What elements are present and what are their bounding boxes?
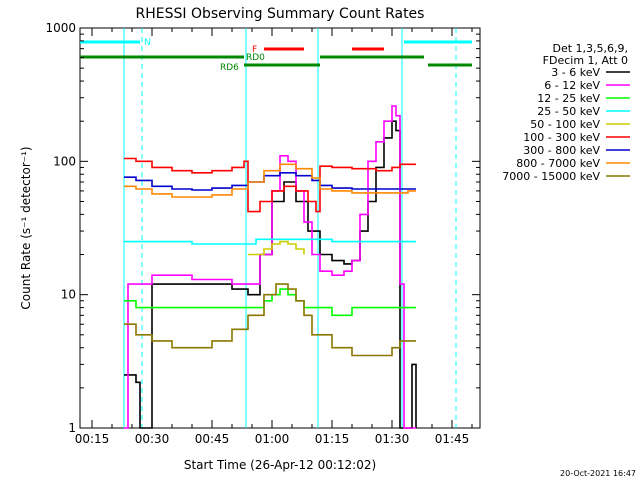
series-line-100-300-kev: [124, 157, 416, 213]
status-bar-label: N: [144, 38, 151, 48]
vertical-markers-group: [123, 28, 457, 428]
series-line-25-50-kev: [124, 238, 416, 245]
x-tick-label: 01:15: [315, 432, 350, 446]
status-bar-label: F: [252, 45, 257, 55]
series-line-6-12-kev: [124, 105, 416, 429]
y-tick-label: 100: [53, 154, 76, 168]
series-line-12-25-kev: [124, 288, 416, 317]
status-bar-label: RD6: [220, 63, 239, 73]
plot-frame: [79, 27, 481, 429]
series-line-7000-15000-kev: [124, 283, 416, 357]
chart-title: RHESSI Observing Summary Count Rates: [136, 6, 425, 22]
x-tick-label: 00:15: [75, 432, 110, 446]
y-tick-label: 1000: [45, 21, 76, 35]
legend-label: 300 - 800 keV: [523, 144, 600, 157]
legend-label: 3 - 6 keV: [551, 66, 600, 79]
legend-label: 7000 - 15000 keV: [502, 170, 600, 183]
axes-group: 00:15 00:30 00:45 01:00 01:15 01:30 01:45 1 10 10…: [45, 21, 480, 446]
x-tick-label: 00:45: [195, 432, 230, 446]
legend-header-line: Det 1,3,5,6,9,: [552, 42, 628, 55]
y-tick-label: 1: [68, 421, 76, 435]
footer-timestamp: 20-Oct-2021 16:47: [560, 469, 636, 478]
x-tick-label: 01:45: [435, 432, 470, 446]
series-line-50-100-kev: [248, 240, 305, 256]
y-tick-label: 10: [61, 288, 76, 302]
x-tick-label: 01:30: [375, 432, 410, 446]
series-line-3-6-kev: [124, 120, 417, 429]
legend-label: 25 - 50 keV: [537, 105, 600, 118]
plot-frame-group: [79, 27, 481, 429]
legend-header-line: FDecim 1, Att 0: [543, 54, 628, 67]
legend: Det 1,3,5,6,9,FDecim 1, Att 03 - 6 keV6 …: [502, 42, 630, 183]
series-line-300-800-kev: [124, 172, 416, 191]
series-group: [124, 105, 417, 429]
series-line-800-7000-kev: [124, 163, 416, 198]
y-axis-label: Count Rate (s⁻¹ detector⁻¹): [19, 146, 33, 309]
legend-label: 12 - 25 keV: [537, 92, 600, 105]
legend-label: 50 - 100 keV: [530, 118, 600, 131]
x-tick-label: 01:00: [255, 432, 290, 446]
status-bar-label: RD0: [246, 53, 265, 63]
legend-label: 800 - 7000 keV: [516, 157, 600, 170]
x-axis-label: Start Time (26-Apr-12 00:12:02): [184, 458, 376, 472]
legend-label: 100 - 300 keV: [523, 131, 600, 144]
x-tick-label: 00:30: [135, 432, 170, 446]
legend-label: 6 - 12 keV: [544, 79, 600, 92]
